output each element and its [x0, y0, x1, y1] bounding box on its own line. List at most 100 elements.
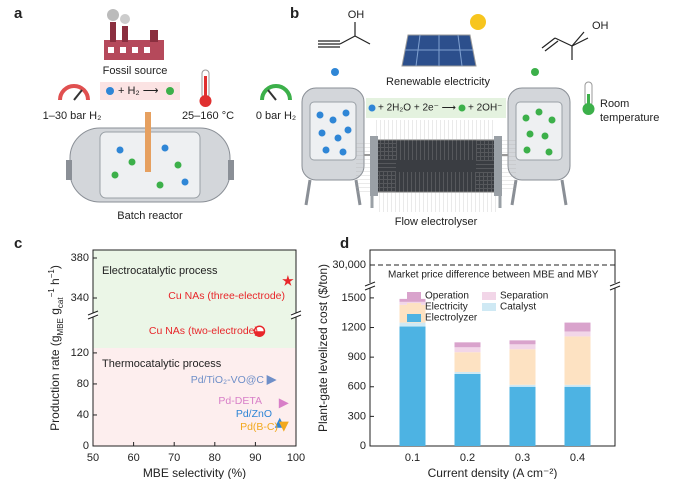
bar-segment — [454, 373, 481, 446]
gauge-icon — [260, 84, 292, 101]
solar-panel-icon — [401, 14, 486, 67]
x-tick-label: 100 — [287, 452, 305, 464]
y-axis-label-part: Production rate (g — [48, 335, 62, 430]
oh-label: OH — [592, 20, 609, 32]
bar-segment — [454, 347, 481, 353]
legend-swatch — [482, 303, 496, 311]
y-axis-label-part: g — [48, 308, 62, 318]
y-tick-label: 300 — [348, 410, 366, 422]
legend-swatch — [407, 314, 421, 322]
pressure-label: 0 bar H₂ — [256, 110, 296, 122]
thermometer-icon — [199, 69, 212, 107]
x-tick-label: 90 — [249, 452, 261, 464]
bar-segment — [509, 340, 536, 345]
point-label: Pd(B-C) — [240, 421, 278, 433]
y-tick-label: 80 — [77, 378, 89, 390]
point-label: Cu NAs (two-electrode) — [149, 325, 258, 337]
legend-swatch — [407, 303, 421, 311]
thermometer-icon — [582, 81, 595, 115]
panel-label: d — [340, 235, 349, 252]
right-tank — [507, 87, 571, 206]
y-axis-label-part: h — [48, 278, 62, 288]
reaction-box — [366, 98, 506, 118]
bar-segment — [454, 371, 481, 374]
product-structure — [541, 31, 589, 60]
panel-label: c — [14, 235, 22, 252]
bar-segment — [399, 298, 426, 302]
product-dot — [458, 104, 466, 112]
legend-swatch — [407, 292, 421, 300]
x-tick-label: 0.1 — [405, 452, 420, 464]
bar-segment — [564, 331, 591, 337]
temperature-label: 25–160 °C — [182, 110, 234, 122]
reaction-text: + 2OH⁻ — [468, 103, 502, 114]
y-tick-label: 0 — [360, 440, 366, 452]
x-axis-label: Current density (A cm⁻²) — [428, 466, 558, 479]
y-tick-label: 340 — [71, 292, 89, 304]
reactor-label: Batch reactor — [117, 210, 183, 222]
x-tick-label: 60 — [127, 452, 139, 464]
y-axis-label-part: −1 — [47, 288, 56, 298]
x-tick-label: 80 — [209, 452, 221, 464]
axis-break — [87, 310, 302, 320]
legend-label: Catalyst — [500, 302, 536, 313]
x-axis-label: MBE selectivity (%) — [143, 466, 246, 479]
y-tick-label: 120 — [71, 347, 89, 359]
point — [266, 375, 277, 386]
region-label: Electrocatalytic process — [102, 265, 218, 277]
temperature-label: Room — [600, 98, 629, 110]
point-label: Pd/TiO₂-VO@C — [191, 374, 265, 386]
x-tick-label: 0.4 — [570, 452, 585, 464]
y-tick-label: 40 — [77, 409, 89, 421]
bar-segment — [399, 322, 426, 327]
panel-label: a — [14, 5, 23, 22]
bar-segment — [509, 386, 536, 446]
y-tick-label: 0 — [83, 440, 89, 452]
y-axis-label-part: cat — [56, 297, 65, 308]
reaction-box — [100, 82, 180, 100]
axis-break — [364, 281, 621, 291]
point — [282, 275, 294, 286]
y-tick-label: 30,000 — [332, 259, 366, 271]
bar-segment — [399, 326, 426, 446]
y-axis-label-part: −1 — [47, 269, 56, 279]
point-label: Pd/ZnO — [236, 408, 272, 420]
y-axis-label: Production rate (gMBE gcat−1 h−1) — [47, 265, 65, 431]
x-tick-label: 0.3 — [515, 452, 530, 464]
gauge-icon — [58, 84, 90, 101]
x-tick-label: 50 — [87, 452, 99, 464]
bar-segment — [564, 336, 591, 385]
point — [278, 398, 289, 409]
left-tank — [301, 87, 365, 206]
temperature-label: temperature — [600, 112, 659, 124]
reactant-dot — [331, 68, 339, 76]
bar-segment — [454, 342, 481, 348]
bar-segment — [509, 349, 536, 385]
legend-swatch — [482, 292, 496, 300]
product-dot — [166, 87, 174, 95]
panel-label: b — [290, 5, 299, 22]
x-tick-label: 0.2 — [460, 452, 475, 464]
y-axis-label: Plant-gate levelized cost ($/ton) — [316, 264, 330, 432]
plot-frame — [92, 249, 297, 447]
plot-frame — [369, 249, 616, 447]
point — [278, 421, 289, 432]
oh-label: OH — [348, 9, 365, 21]
bar-segment — [509, 384, 536, 387]
legend-label: Separation — [500, 291, 548, 302]
legend-label: Operation — [425, 291, 469, 302]
y-tick-label: 380 — [71, 252, 89, 264]
thermo-region — [93, 348, 296, 446]
reactant-dot — [106, 87, 114, 95]
y-tick-label: 1500 — [342, 292, 366, 304]
reactant-structure — [318, 22, 371, 48]
y-axis-label-part: MBE — [56, 318, 65, 335]
energy-label: Renewable electricity — [386, 76, 490, 88]
reaction-text: + 2H₂O + 2e⁻ ⟶ — [378, 103, 456, 114]
bar-segment — [564, 322, 591, 332]
bar-segment — [564, 386, 591, 446]
y-axis-label-part: ) — [48, 265, 62, 269]
batch-reactor — [66, 112, 234, 203]
